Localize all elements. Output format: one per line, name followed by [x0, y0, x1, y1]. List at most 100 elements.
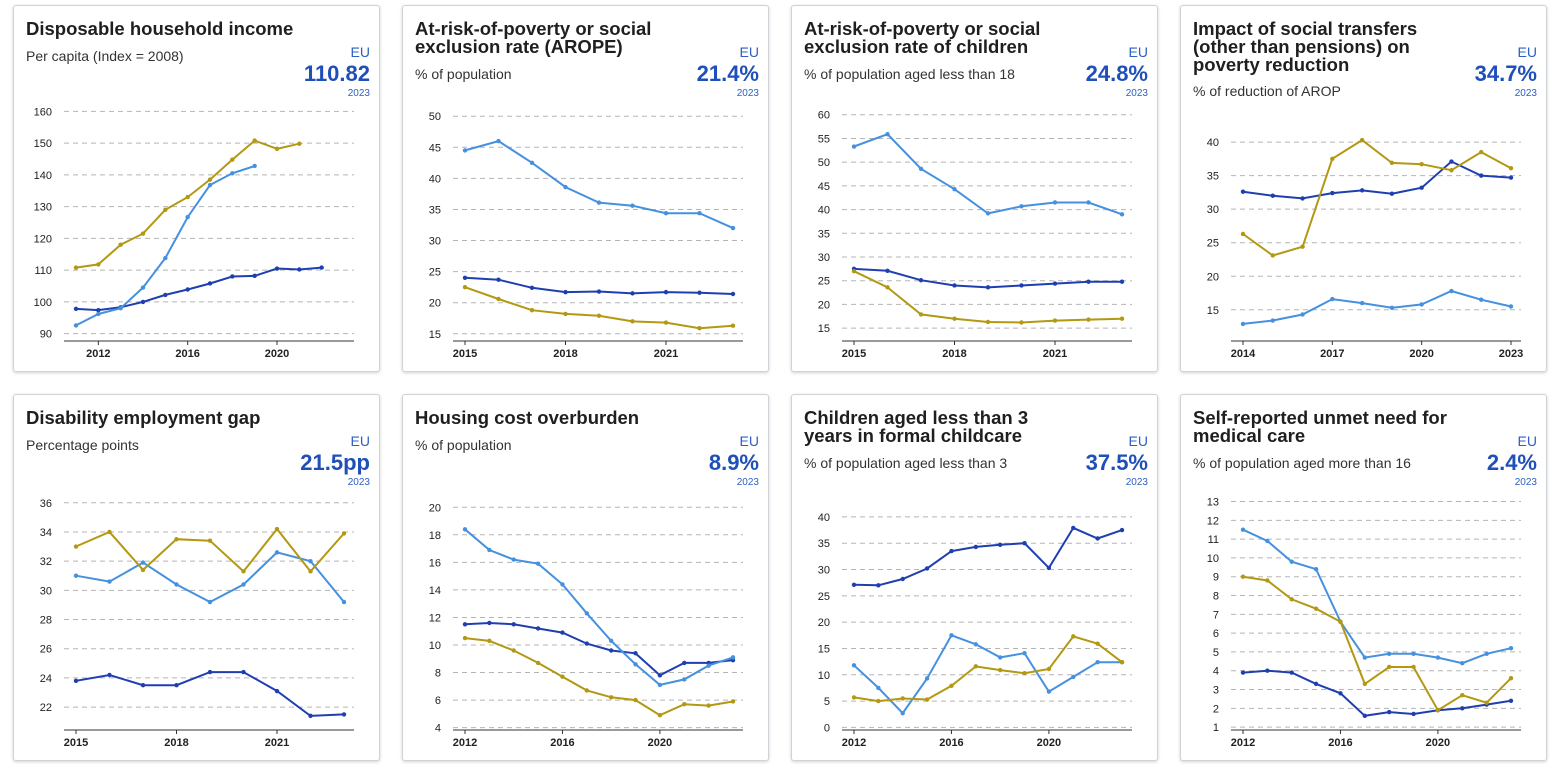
data-point: [1095, 641, 1100, 646]
data-point: [1330, 296, 1335, 302]
data-point: [274, 550, 280, 555]
data-point: [1359, 137, 1365, 143]
data-point: [274, 266, 280, 271]
x-tick-label: 2016: [939, 737, 963, 749]
data-point: [730, 225, 736, 231]
series-line-gold: [853, 635, 1123, 703]
data-point: [1386, 709, 1392, 715]
data-point: [341, 599, 347, 605]
data-point: [308, 558, 313, 564]
series-line-dark-blue: [75, 266, 322, 312]
chart-card-housing-cost[interactable]: Housing cost overburden % of population …: [402, 394, 769, 761]
data-point: [73, 678, 79, 684]
y-tick-label: 20: [818, 617, 830, 629]
data-point: [487, 638, 492, 644]
data-point: [511, 648, 516, 653]
geo-label: EU: [350, 44, 370, 60]
data-point: [730, 323, 736, 328]
data-point: [163, 292, 168, 298]
data-point: [949, 548, 954, 554]
data-point: [985, 285, 991, 290]
y-tick-label: 18: [429, 530, 441, 542]
line-chart: 15 20 25 30 35 40 45 50 55 60 2015 2018 2021: [818, 110, 1132, 360]
data-point: [1508, 698, 1514, 703]
data-point: [1479, 149, 1484, 155]
data-point: [462, 622, 468, 627]
card-title: At-risk-of-poverty or social exclusion r…: [415, 18, 652, 57]
y-tick-label: 45: [429, 142, 441, 154]
series-line-dark-blue: [1242, 160, 1512, 200]
chart-card-childcare[interactable]: Children aged less than 3 years in forma…: [791, 394, 1158, 761]
data-point: [308, 713, 313, 719]
series-line-light-blue: [464, 528, 734, 686]
card-subtitle: % of reduction of AROP: [1193, 83, 1341, 99]
data-point: [1071, 525, 1076, 531]
data-point: [633, 651, 638, 656]
data-point: [1265, 538, 1270, 544]
x-tick-label: 2020: [1409, 348, 1433, 360]
data-point: [596, 289, 602, 294]
chart-card-unmet-medical[interactable]: Self-reported unmet need for medical car…: [1180, 394, 1547, 761]
data-point: [596, 200, 602, 205]
kpi-value: 24.8%: [1085, 61, 1148, 86]
x-tick-label: 2015: [842, 348, 866, 360]
data-point: [535, 561, 541, 566]
y-tick-label: 5: [824, 696, 830, 708]
data-point: [462, 284, 468, 290]
data-point: [1240, 189, 1246, 194]
kpi-value: 2.4%: [1486, 450, 1537, 475]
kpi-value: 21.5pp: [300, 450, 370, 475]
chart-card-social-transfers[interactable]: Impact of social transfers (other than p…: [1180, 5, 1547, 372]
y-tick-label: 7: [1213, 609, 1219, 621]
data-point: [900, 711, 905, 716]
data-point: [560, 582, 565, 587]
data-point: [885, 131, 890, 137]
data-point: [1449, 288, 1454, 294]
data-point: [274, 146, 280, 152]
data-point: [252, 163, 257, 169]
data-point: [1419, 162, 1424, 167]
y-tick-label: 35: [818, 228, 830, 240]
kpi-year: 2023: [736, 477, 759, 488]
x-tick-label: 2023: [1499, 348, 1523, 360]
data-point: [1484, 651, 1489, 656]
x-tick-label: 2016: [1328, 737, 1352, 749]
card-title: Children aged less than 3 years in forma…: [804, 407, 1029, 446]
y-tick-label: 1: [1213, 722, 1219, 734]
data-point: [949, 633, 954, 638]
chart-card-disability-gap[interactable]: Disability employment gap Percentage poi…: [13, 394, 380, 761]
series-line-light-blue: [1242, 528, 1512, 665]
data-point: [462, 635, 468, 641]
data-point: [496, 296, 501, 302]
chart-card-arope[interactable]: At-risk-of-poverty or social exclusion r…: [402, 5, 769, 372]
geo-label: EU: [1517, 44, 1537, 60]
data-point: [1449, 168, 1454, 173]
data-point: [308, 569, 313, 574]
x-tick-label: 2018: [942, 348, 966, 360]
data-point: [1386, 664, 1392, 670]
data-point: [633, 662, 638, 667]
data-point: [1479, 173, 1484, 178]
data-point: [462, 275, 468, 281]
data-point: [96, 307, 101, 313]
x-tick-label: 2015: [453, 348, 477, 360]
line-chart: 90 100 110 120 130 140 150 160 2012 2016 2020: [34, 106, 354, 360]
data-point: [1071, 634, 1076, 639]
y-tick-label: 20: [429, 502, 441, 514]
chart-card-arope-children[interactable]: At-risk-of-poverty or social exclusion r…: [791, 5, 1158, 372]
y-tick-label: 11: [1208, 534, 1219, 546]
data-point: [697, 290, 702, 295]
data-point: [252, 273, 257, 279]
data-point: [1019, 283, 1024, 288]
data-point: [174, 537, 179, 542]
data-point: [657, 673, 663, 678]
data-point: [924, 566, 930, 571]
x-tick-label: 2021: [265, 737, 289, 749]
data-point: [630, 291, 635, 296]
data-point: [163, 255, 168, 261]
data-point: [529, 285, 535, 290]
data-point: [118, 242, 123, 247]
data-point: [1022, 541, 1027, 546]
y-tick-label: 35: [1207, 171, 1219, 183]
chart-card-disposable-income[interactable]: Disposable household income Per capita (…: [13, 5, 380, 372]
